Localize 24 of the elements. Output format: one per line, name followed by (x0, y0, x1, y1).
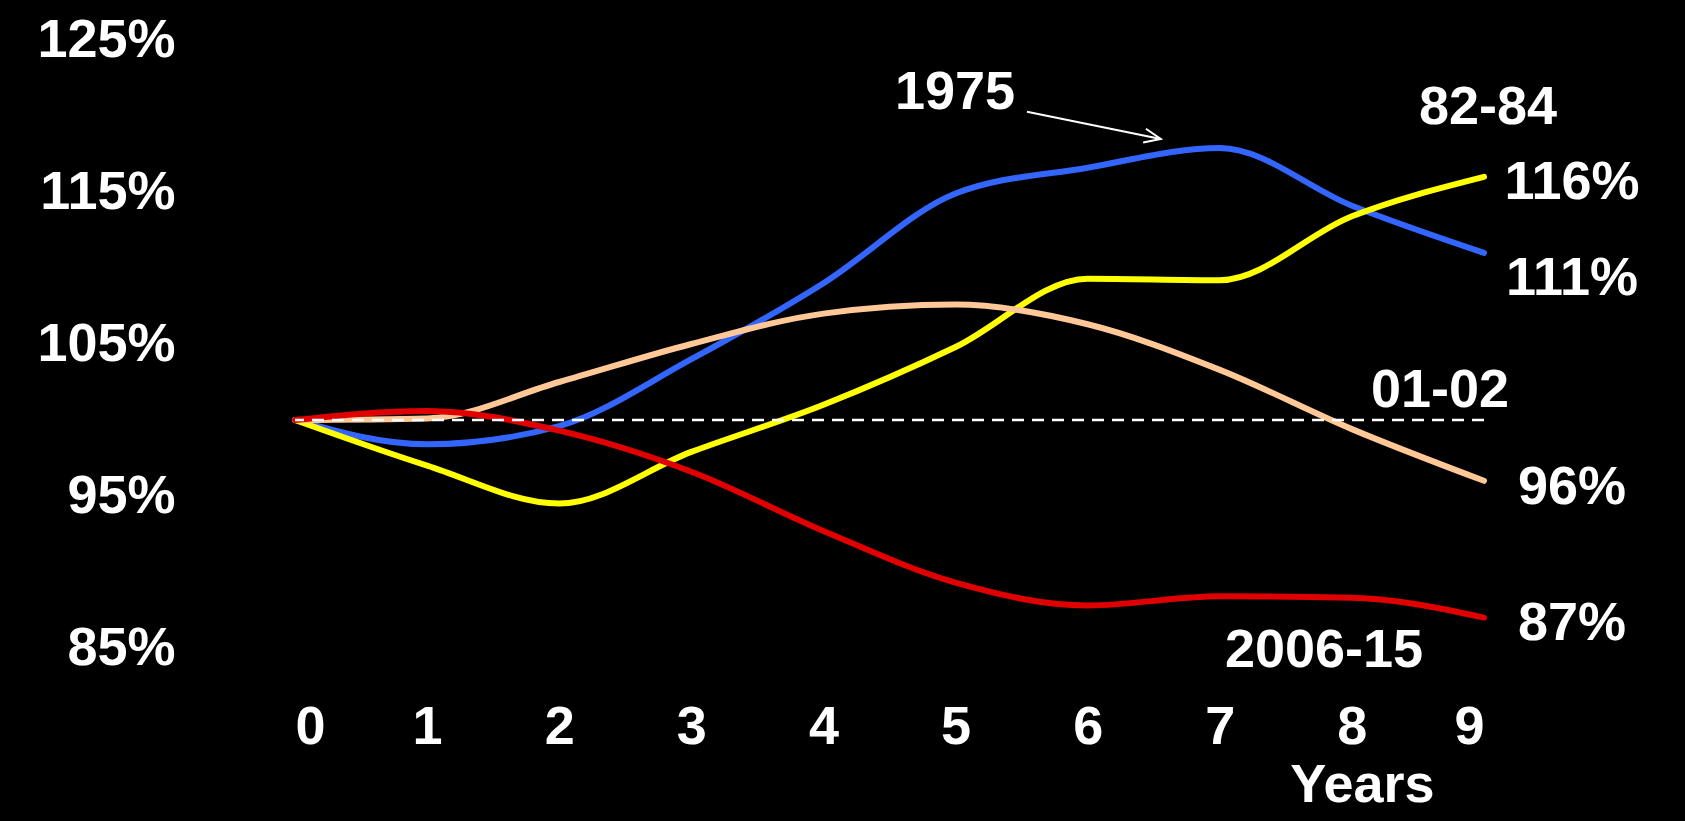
x-tick-label: 4 (808, 694, 839, 755)
data-label: 96% (1517, 454, 1627, 515)
x-tick-label: 1 (412, 694, 443, 755)
series-label: 82-84 (1418, 74, 1558, 135)
x-tick-label: 2 (544, 694, 575, 755)
series-label: 2006-15 (1224, 617, 1424, 678)
data-label: 87% (1517, 590, 1627, 651)
y-tick-label: 95% (67, 463, 176, 524)
x-tick-label: 8 (1337, 694, 1368, 755)
series-label: 1975 (894, 59, 1016, 120)
x-tick-label: 9 (1454, 694, 1485, 755)
x-tick-label: 5 (941, 694, 972, 755)
data-label: 116% (1504, 149, 1640, 210)
x-tick-label: 3 (676, 694, 707, 755)
y-tick-label: 105% (37, 311, 176, 372)
x-tick-label: 6 (1073, 694, 1104, 755)
y-tick-label: 115% (40, 159, 176, 220)
y-tick-label: 85% (67, 615, 176, 676)
x-tick-label: 7 (1205, 694, 1236, 755)
y-tick-label: 125% (37, 7, 176, 68)
series-label: 01-02 (1370, 357, 1510, 418)
x-tick-label: 0 (295, 694, 326, 755)
data-label: 111% (1505, 245, 1639, 306)
x-axis-title: Years (1290, 752, 1435, 813)
